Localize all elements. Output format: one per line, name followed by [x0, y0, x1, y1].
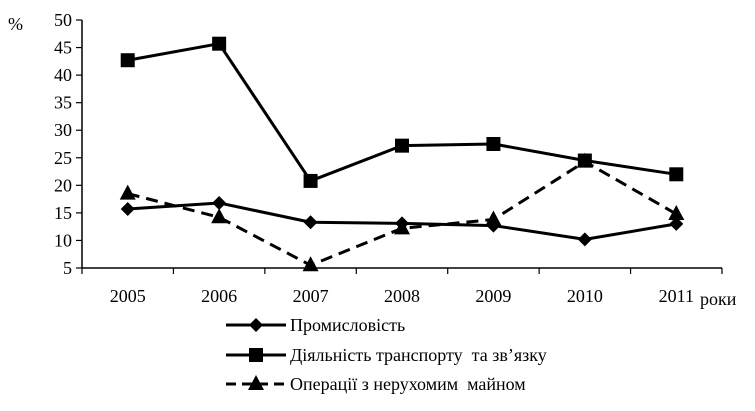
y-tick-label: 10: [54, 230, 72, 250]
data-point: [303, 215, 318, 230]
x-tick-label: 2005: [110, 286, 146, 306]
legend-label: Операції з нерухомим майном: [290, 374, 526, 394]
data-point: [485, 210, 502, 226]
series-line: [127, 160, 678, 267]
x-tick-label: 2011: [659, 286, 694, 306]
data-point: [669, 216, 684, 231]
series-2: [120, 36, 684, 188]
x-axis-label: роки: [700, 289, 737, 309]
x-tick-label: 2010: [567, 286, 603, 306]
data-point: [303, 173, 318, 188]
legend-marker: [249, 348, 263, 362]
series-layer: [119, 36, 685, 272]
y-tick-label: 40: [54, 65, 72, 85]
data-point: [302, 256, 319, 272]
data-point: [120, 53, 135, 68]
data-point: [119, 184, 136, 200]
x-tick-label: 2007: [293, 286, 329, 306]
y-tick-label: 5: [63, 258, 72, 278]
data-point: [486, 137, 501, 151]
y-tick-label: 50: [54, 10, 72, 30]
data-point: [211, 208, 228, 224]
x-tick-label: 2009: [475, 286, 511, 306]
legend-label: Діяльність транспорту та зв’язку: [290, 345, 547, 365]
data-point: [668, 204, 685, 220]
y-tick-label: 30: [54, 120, 72, 140]
y-tick-label: 20: [54, 175, 72, 195]
legend-item: Діяльність транспорту та зв’язку: [226, 345, 547, 365]
data-point: [212, 195, 227, 210]
legend: Промисловість Діяльність транспорту та зв…: [226, 315, 547, 394]
y-tick-label: 25: [54, 148, 72, 168]
series-line: [127, 42, 677, 183]
y-tick-label: 35: [54, 93, 72, 113]
data-point: [395, 138, 409, 153]
data-point: [394, 219, 410, 235]
y-tick-label: 45: [54, 38, 72, 58]
legend-marker: [248, 375, 264, 390]
data-point: [576, 152, 593, 168]
y-tick-label: 15: [54, 203, 72, 223]
series-3: [119, 152, 685, 272]
legend-item: Промисловість: [226, 315, 405, 335]
legend-item: Операції з нерухомим майном: [226, 374, 526, 394]
data-point: [577, 232, 592, 247]
x-tick-label: 2006: [201, 286, 237, 306]
x-axis: 2005 2006 2007 2008 2009 2010 2011: [81, 267, 723, 306]
data-point: [212, 36, 227, 51]
y-axis-label: %: [8, 14, 23, 34]
data-point: [669, 167, 684, 182]
x-tick-label: 2008: [384, 286, 420, 306]
legend-label: Промисловість: [290, 315, 405, 335]
legend-marker: [249, 318, 263, 332]
data-point: [120, 202, 135, 217]
y-axis: 5 10 15 20 25 30 35 40 45 50: [54, 10, 83, 278]
